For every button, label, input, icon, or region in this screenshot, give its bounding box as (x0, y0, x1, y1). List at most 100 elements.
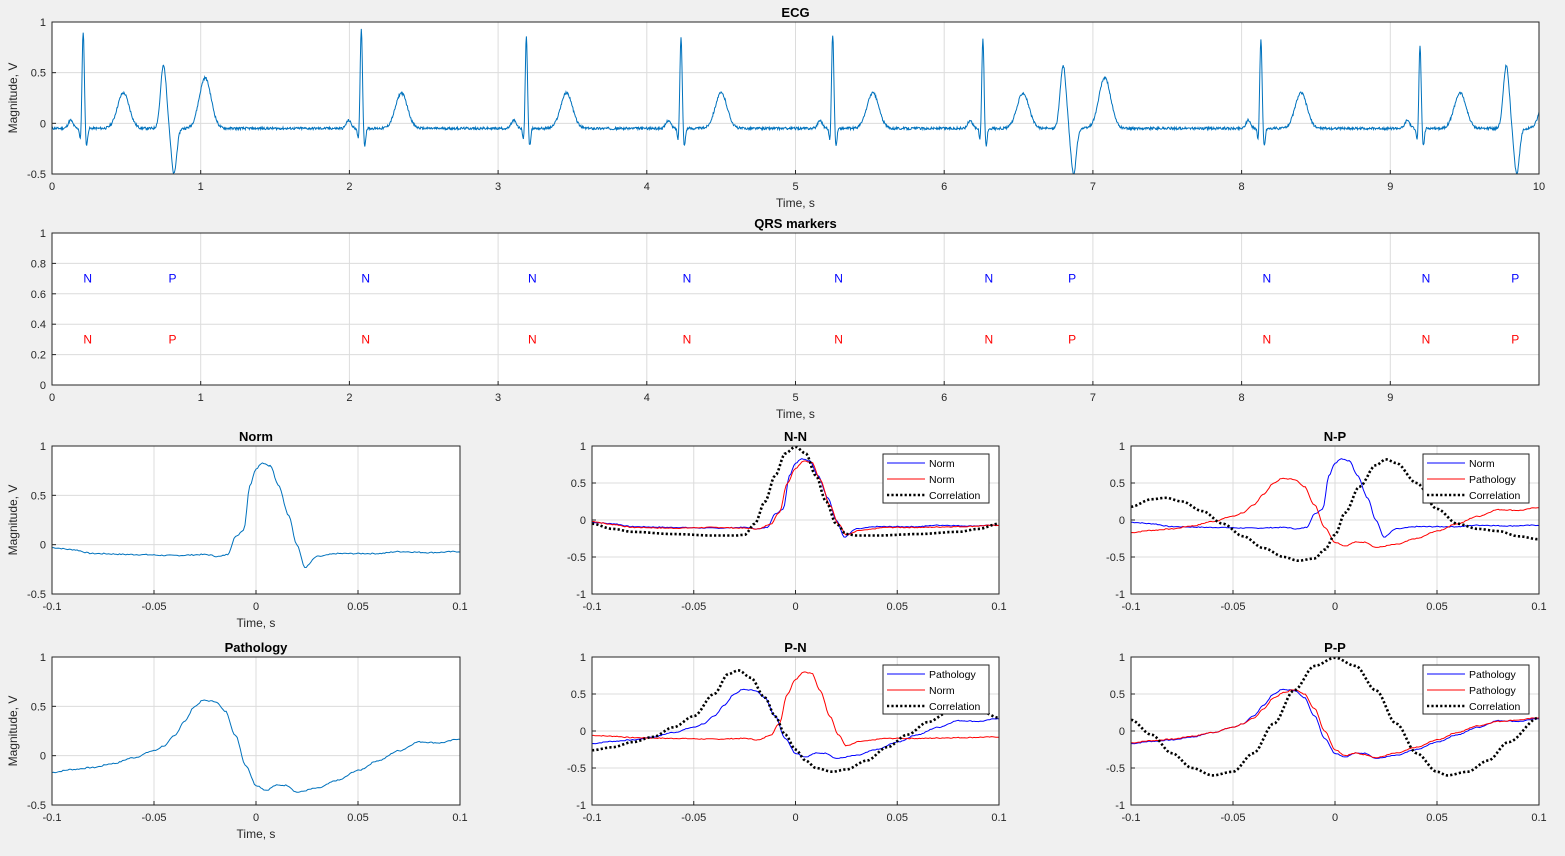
x-tick-label: 2 (346, 181, 352, 193)
x-tick-label: 0 (49, 392, 55, 404)
legend-label: Correlation (1469, 490, 1521, 502)
x-tick-label: -0.05 (681, 812, 706, 824)
series-line-corr (1131, 458, 1539, 562)
qrs-marker-blue: N (83, 272, 92, 286)
axes-qrs: N P N N N N N P N N P N P N N N N N P N N P 0 1 2 3 4 5 6 7 8 9 0 0.2 0.4 0… (31, 216, 1540, 421)
x-tick-label: 4 (644, 181, 650, 193)
qrs-marker-blue: N (984, 272, 993, 286)
series-line-corr (592, 446, 999, 537)
series-line-blue (1131, 458, 1539, 538)
x-tick-label: 1 (198, 181, 204, 193)
x-tick-label: 0.1 (991, 812, 1006, 824)
y-tick-label: 0 (1119, 515, 1125, 527)
x-tick-label: 6 (941, 181, 947, 193)
series-layer (52, 462, 460, 569)
ecg-series-line (52, 28, 1539, 174)
x-axis-label: Time, s (237, 827, 276, 841)
qrs-marker-red: N (528, 332, 537, 346)
qrs-marker-red: N (83, 332, 92, 346)
legend-label: Pathology (1469, 685, 1516, 697)
legend-label: Pathology (1469, 474, 1516, 486)
y-tick-label: -1 (1115, 800, 1125, 812)
x-tick-label: 9 (1387, 392, 1393, 404)
x-tick-label: 4 (644, 392, 650, 404)
qrs-marker-blue: N (361, 272, 370, 286)
y-tick-label: -0.5 (567, 763, 586, 775)
qrs-marker-red: N (361, 332, 370, 346)
qrs-marker-red: P (168, 332, 176, 346)
y-tick-label: -0.5 (27, 800, 46, 812)
y-tick-label: 0.5 (571, 478, 586, 490)
series-line-blue (592, 458, 999, 538)
series-layer (592, 446, 999, 538)
legend: Pathology Norm Correlation (882, 664, 990, 715)
axes-path: -0.1 -0.05 0 0.05 0.1 -0.5 0 0.5 1 Pathology Time,… (6, 640, 468, 841)
x-tick-label: 8 (1239, 392, 1245, 404)
y-tick-label: 0.5 (1110, 689, 1125, 701)
x-tick-label: 0.1 (1531, 601, 1546, 613)
x-tick-label: 0.05 (1426, 812, 1447, 824)
y-tick-label: 1 (40, 652, 46, 664)
y-tick-label: -0.5 (27, 169, 46, 181)
x-tick-label: 0 (253, 812, 259, 824)
qrs-marker-red: P (1511, 332, 1519, 346)
y-tick-label: 1 (1119, 652, 1125, 664)
y-tick-label: -1 (576, 589, 586, 601)
chart-title: ECG (781, 5, 809, 20)
x-tick-label: 5 (792, 181, 798, 193)
y-tick-label: 1 (580, 652, 586, 664)
x-tick-label: -0.1 (43, 601, 62, 613)
x-axis-label: Time, s (776, 196, 815, 210)
x-tick-label: 0.05 (1426, 601, 1447, 613)
series-line-corr (1131, 657, 1539, 777)
x-tick-label: 0.1 (1531, 812, 1546, 824)
y-tick-label: 0.2 (31, 350, 46, 362)
chart-title: P-P (1324, 640, 1346, 655)
x-tick-label: -0.05 (1220, 812, 1245, 824)
y-axis-label: Magnitude, V (6, 63, 20, 134)
series-layer: N P N N N N N P N N P N P N N N N N P N N P (83, 272, 1519, 347)
qrs-marker-red: N (683, 332, 692, 346)
x-tick-label: 0 (253, 601, 259, 613)
qrs-marker-red: N (1263, 332, 1272, 346)
x-axis-label: Time, s (237, 616, 276, 630)
y-tick-label: 0.6 (31, 289, 46, 301)
y-axis-label: Magnitude, V (6, 485, 20, 556)
x-tick-label: 0.05 (887, 601, 908, 613)
y-axis-label: Magnitude, V (6, 696, 20, 767)
legend-label: Norm (929, 474, 955, 486)
y-tick-label: -0.5 (1106, 763, 1125, 775)
x-tick-label: 7 (1090, 181, 1096, 193)
x-tick-label: -0.1 (583, 812, 602, 824)
qrs-marker-blue: N (1422, 272, 1431, 286)
y-tick-label: 0.4 (31, 319, 46, 331)
series-layer (52, 28, 1539, 174)
chart-title: Pathology (225, 640, 289, 655)
y-tick-label: 0.5 (571, 689, 586, 701)
x-tick-label: 10 (1533, 181, 1545, 193)
x-tick-label: 2 (346, 392, 352, 404)
y-tick-label: 0 (580, 726, 586, 738)
legend-label: Pathology (929, 669, 976, 681)
x-tick-label: 3 (495, 392, 501, 404)
x-tick-label: 1 (198, 392, 204, 404)
qrs-marker-blue: P (168, 272, 176, 286)
y-tick-label: 0 (40, 540, 46, 552)
series-line-ecg (52, 699, 460, 793)
legend-label: Pathology (1469, 669, 1516, 681)
y-tick-label: -1 (1115, 589, 1125, 601)
qrs-marker-red: P (1068, 332, 1076, 346)
y-tick-label: -0.5 (27, 589, 46, 601)
axes-nn: -0.1 -0.05 0 0.05 0.1 -1 -0.5 0 0.5 1 N-N Norm Norm C… (567, 429, 1007, 613)
legend-label: Norm (929, 685, 955, 697)
y-tick-label: 0 (40, 380, 46, 392)
legend-label: Correlation (929, 490, 981, 502)
y-tick-label: 1 (40, 441, 46, 453)
series-layer (1131, 458, 1539, 562)
series-line-corr (592, 669, 999, 773)
qrs-marker-blue: P (1068, 272, 1076, 286)
qrs-marker-red: N (834, 332, 843, 346)
chart-title: N-N (784, 429, 807, 444)
x-tick-label: 0 (792, 812, 798, 824)
